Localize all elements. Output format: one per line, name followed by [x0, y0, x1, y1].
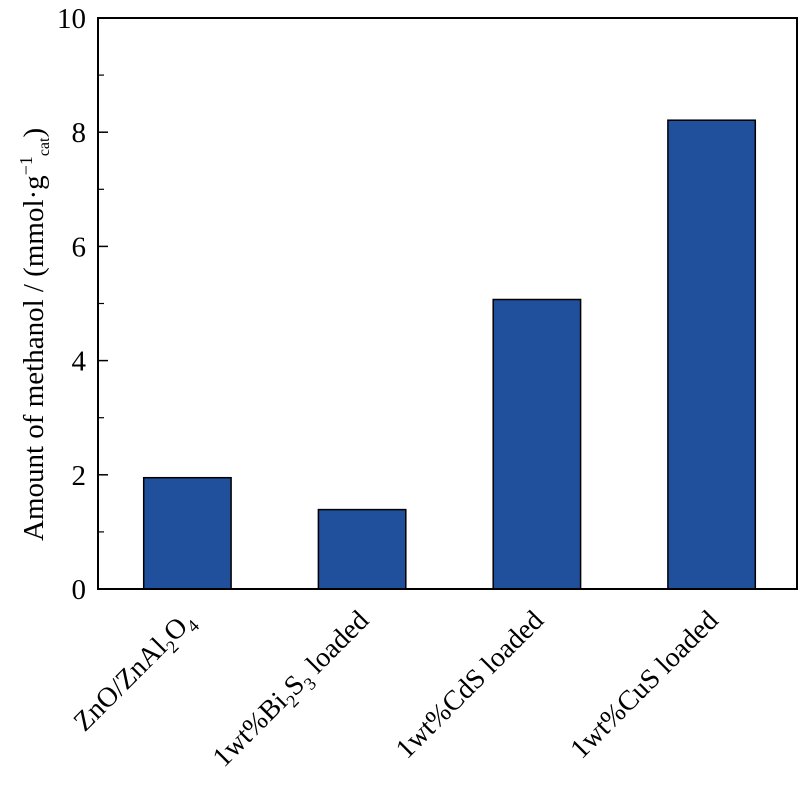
bar-3	[492, 298, 582, 590]
y-axis-label-suffix: )	[18, 128, 50, 138]
bars-group	[142, 119, 757, 590]
y-tick-label: 8	[72, 117, 87, 149]
y-axis-label: Amount of methanol / (mmol·g−1cat)	[16, 128, 53, 541]
bar-4	[667, 119, 757, 590]
y-axis-label-superscript: −1	[16, 156, 36, 175]
y-tick-label: 0	[72, 574, 87, 606]
bar-1	[142, 476, 232, 590]
y-axis-label-main: Amount of methanol / (mmol·g	[18, 175, 50, 541]
y-axis-ticks: 0 2 4 6 8 10	[57, 3, 108, 606]
bar-2	[317, 508, 407, 590]
y-tick-label: 10	[57, 3, 86, 35]
y-axis-label-subscript: cat	[36, 137, 53, 156]
y-tick-label: 4	[72, 346, 87, 378]
y-tick-label: 2	[72, 460, 87, 492]
y-tick-label: 6	[72, 231, 87, 263]
